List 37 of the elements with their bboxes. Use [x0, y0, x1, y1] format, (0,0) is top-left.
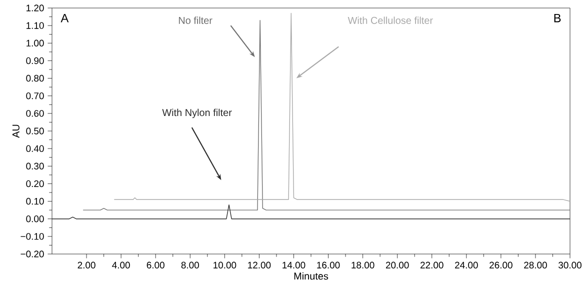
y-tick-label: 0.70 — [26, 92, 44, 100]
text: With Cellulose filter — [348, 16, 433, 24]
y-axis-title: AU — [12, 124, 20, 138]
x-tick-label: 6.00 — [146, 262, 164, 268]
y-tick-label: 0.90 — [26, 57, 44, 64]
y-tick-label: 0.40 — [26, 145, 44, 152]
y-tick-label: 0.50 — [26, 128, 44, 134]
x-tick-label: 28.00 — [524, 262, 547, 268]
y-tick-label: 1.00 — [26, 40, 44, 46]
x-tick-label: 10.00 — [214, 262, 236, 268]
x-tick-label: 14.00 — [282, 262, 306, 268]
x-tick-label: 18.00 — [352, 262, 374, 268]
x-tick-label: 4.00 — [112, 262, 130, 268]
x-tick-label: 30.00 — [558, 262, 582, 268]
x-tick-label: 26.00 — [490, 262, 512, 268]
y-tick-label: 0.60 — [26, 110, 44, 117]
y-tick-label: 0.20 — [26, 180, 44, 188]
x-tick-label: 20.00 — [386, 262, 409, 268]
annotation: A — [60, 14, 69, 22]
text: No filter — [178, 16, 212, 24]
x-tick-label: 16.00 — [317, 262, 340, 268]
x-axis-title: Minutes — [294, 272, 328, 280]
x-tick-label: 8.00 — [181, 262, 199, 268]
x-tick-label: 22.00 — [420, 262, 444, 268]
annotation: B — [554, 14, 561, 22]
y-tick-label: 1.10 — [26, 22, 44, 29]
y-tick-label: 0.10 — [26, 198, 44, 205]
y-tick-label: −0.20 — [20, 250, 44, 258]
y-tick-label: 0.00 — [26, 216, 44, 222]
y-tick-label: −0.10 — [20, 233, 44, 240]
y-tick-label: 0.80 — [26, 74, 44, 82]
x-tick-label: 24.00 — [455, 262, 478, 268]
x-tick-label: 2.00 — [78, 262, 96, 268]
x-tick-label: 12.00 — [248, 262, 271, 268]
text: With Nylon filter — [162, 108, 232, 118]
y-tick-label: 1.20 — [26, 4, 44, 12]
y-tick-label: 0.30 — [26, 162, 44, 170]
